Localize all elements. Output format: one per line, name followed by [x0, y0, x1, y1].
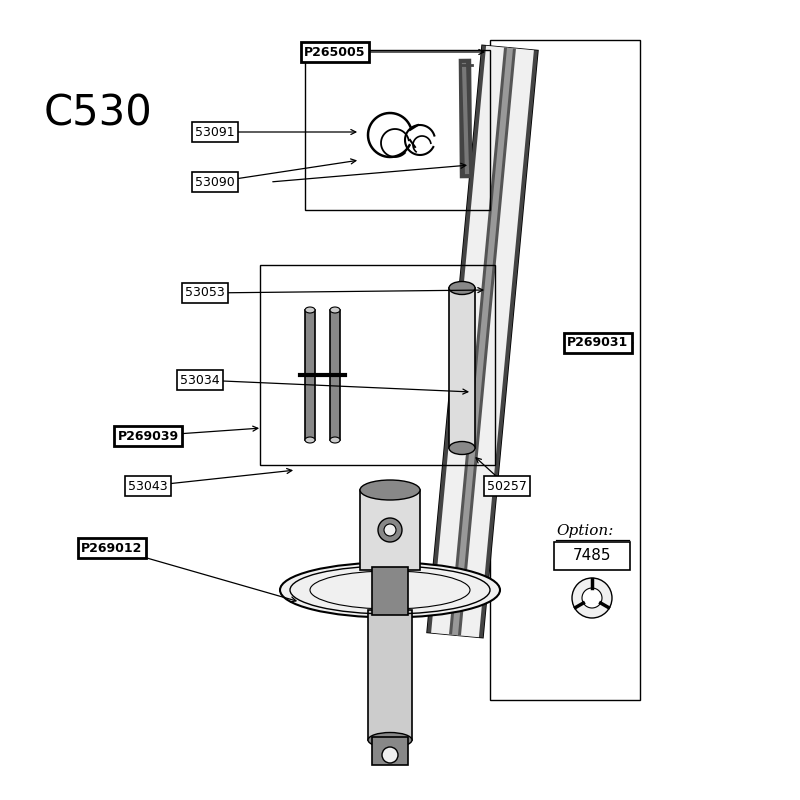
Polygon shape [452, 48, 513, 635]
Text: P269031: P269031 [567, 337, 629, 350]
Text: P269012: P269012 [82, 542, 142, 554]
Bar [449, 288, 475, 448]
Polygon shape [427, 46, 538, 638]
Bar [305, 310, 315, 440]
Bar [305, 50, 490, 210]
Bar [372, 567, 408, 615]
Ellipse shape [449, 442, 475, 454]
Circle shape [382, 747, 398, 763]
Bar [260, 265, 495, 465]
Bar [368, 610, 412, 740]
Bar [490, 40, 640, 700]
Bar [330, 310, 340, 440]
Ellipse shape [449, 282, 475, 294]
Text: 53090: 53090 [195, 175, 235, 189]
Polygon shape [427, 46, 538, 638]
Text: 50257: 50257 [487, 479, 527, 493]
Ellipse shape [305, 307, 315, 313]
Polygon shape [449, 47, 516, 635]
Text: P265005: P265005 [304, 46, 366, 58]
Text: P269039: P269039 [118, 430, 178, 442]
FancyBboxPatch shape [554, 542, 630, 570]
Text: Option:: Option: [556, 524, 614, 538]
Text: 53091: 53091 [195, 126, 235, 138]
Ellipse shape [280, 562, 500, 618]
Circle shape [384, 524, 396, 536]
Ellipse shape [368, 733, 412, 747]
Text: 53043: 53043 [128, 479, 168, 493]
Bar [372, 737, 408, 765]
Ellipse shape [330, 437, 340, 443]
Circle shape [378, 518, 402, 542]
Text: 53034: 53034 [180, 374, 220, 386]
Text: 53053: 53053 [185, 286, 225, 299]
Ellipse shape [330, 307, 340, 313]
Circle shape [572, 578, 612, 618]
Polygon shape [431, 46, 534, 638]
Text: C530: C530 [44, 92, 153, 134]
Text: 7485: 7485 [573, 549, 611, 563]
Ellipse shape [305, 437, 315, 443]
Bar [360, 490, 420, 570]
Circle shape [582, 588, 602, 608]
Ellipse shape [360, 480, 420, 500]
